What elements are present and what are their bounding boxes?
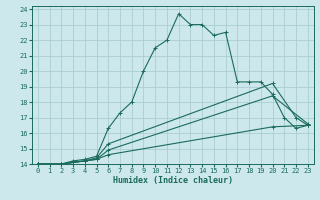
X-axis label: Humidex (Indice chaleur): Humidex (Indice chaleur): [113, 176, 233, 185]
